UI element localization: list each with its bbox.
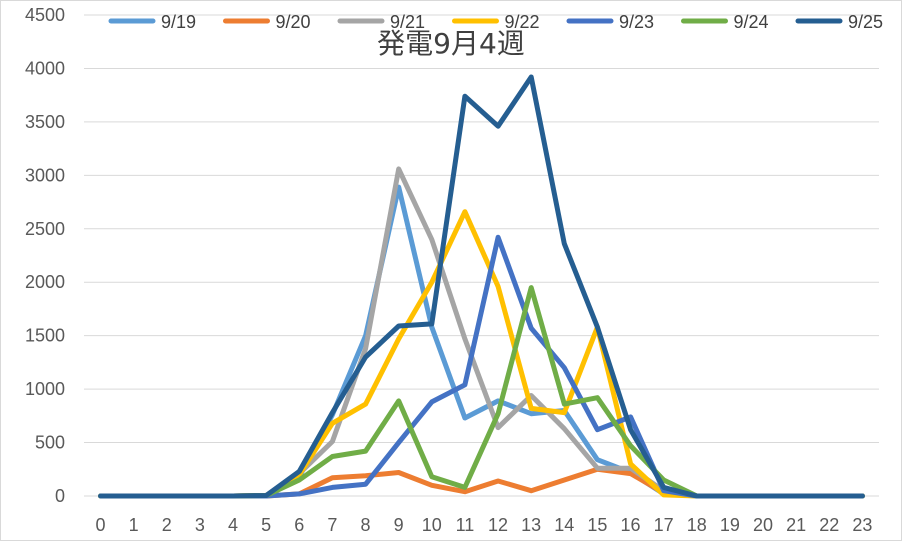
- x-tick-label: 13: [521, 515, 541, 535]
- x-tick-label: 0: [96, 515, 106, 535]
- legend-label-9-23: 9/23: [619, 12, 654, 32]
- legend-label-9-20: 9/20: [276, 12, 311, 32]
- x-tick-label: 4: [228, 515, 238, 535]
- x-tick-label: 2: [162, 515, 172, 535]
- x-tick-label: 5: [261, 515, 271, 535]
- series-line-9-23: [98, 234, 865, 499]
- y-tick-label: 4500: [25, 5, 65, 25]
- legend-label-9-22: 9/22: [505, 12, 540, 32]
- y-tick-label: 1500: [25, 326, 65, 346]
- y-tick-label: 1000: [25, 379, 65, 399]
- chart-title: 発電9月4週: [377, 27, 525, 60]
- gridlines: [84, 14, 879, 497]
- x-tick-label: 10: [422, 515, 442, 535]
- legend-label-9-25: 9/25: [848, 12, 883, 32]
- x-tick-label: 17: [654, 515, 674, 535]
- legend-label-9-24: 9/24: [734, 12, 769, 32]
- y-tick-label: 500: [35, 433, 65, 453]
- y-tick-label: 2500: [25, 219, 65, 239]
- x-tick-label: 3: [195, 515, 205, 535]
- x-tick-label: 18: [687, 515, 707, 535]
- series-lines: [98, 74, 865, 499]
- x-tick-label: 9: [394, 515, 404, 535]
- x-tick-label: 1: [129, 515, 139, 535]
- x-tick-label: 23: [852, 515, 872, 535]
- x-tick-label: 7: [327, 515, 337, 535]
- y-tick-label: 4000: [25, 58, 65, 78]
- series-line-9-20: [98, 466, 865, 499]
- y-axis-ticks: 0 500 1000 1500 2000 2500 3000 3500 4000 4500: [25, 5, 65, 506]
- x-axis-ticks: 0 1 2 3 4 5 6 7 8 9 10 11 12 13 14 15 16 17 18 19 20 21 22 23: [96, 515, 873, 535]
- series-line-9-25: [98, 74, 865, 499]
- y-tick-label: 3000: [25, 165, 65, 185]
- x-tick-label: 6: [294, 515, 304, 535]
- x-tick-label: 14: [554, 515, 574, 535]
- x-tick-label: 21: [786, 515, 806, 535]
- x-tick-label: 20: [753, 515, 773, 535]
- y-tick-label: 0: [55, 486, 65, 506]
- y-tick-label: 3500: [25, 112, 65, 132]
- x-tick-label: 8: [361, 515, 371, 535]
- legend: 9/19 9/20 9/21 9/22 9/23 9/24 9/25: [108, 12, 883, 32]
- x-tick-label: 19: [720, 515, 740, 535]
- y-tick-label: 2000: [25, 272, 65, 292]
- legend-label-9-21: 9/21: [390, 12, 425, 32]
- legend-label-9-19: 9/19: [161, 12, 196, 32]
- x-tick-label: 11: [456, 515, 475, 535]
- x-tick-label: 15: [587, 515, 607, 535]
- x-tick-label: 12: [488, 515, 508, 535]
- x-tick-label: 16: [621, 515, 641, 535]
- x-tick-label: 22: [819, 515, 839, 535]
